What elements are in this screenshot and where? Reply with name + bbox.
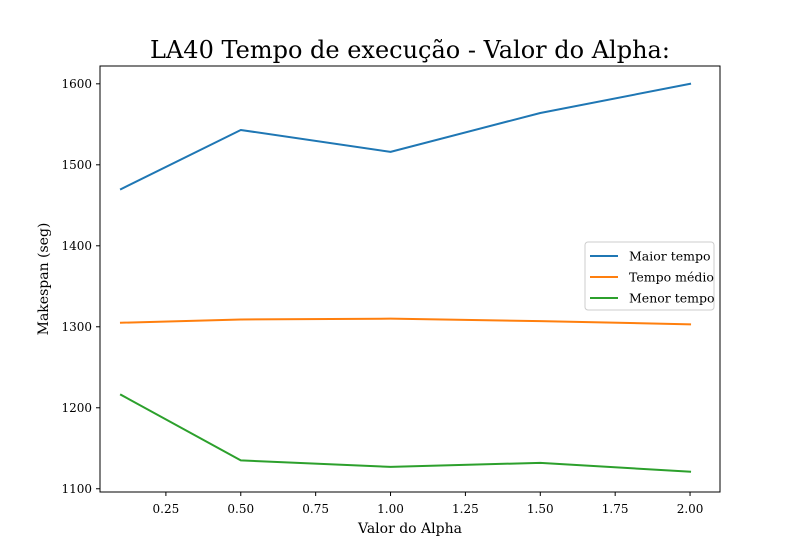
x-tick-label: 0.50 — [227, 502, 254, 516]
axes-frame — [99, 65, 721, 493]
series-line-1 — [119, 82, 692, 191]
x-tick-label: 1.25 — [452, 502, 479, 516]
x-axis-label: Valor do Alpha — [357, 521, 462, 537]
legend-label-2: Tempo médio — [629, 270, 714, 285]
x-tick-label: 0.75 — [302, 502, 329, 516]
axes-layer: 0.25 0.50 0.75 1.00 1.25 1.50 1.75 2.00 1100 1200… — [61, 65, 721, 516]
legend-label-3: Menor tempo — [629, 291, 715, 306]
x-tick-label: 1.50 — [527, 502, 554, 516]
chart-title: LA40 Tempo de execução - Valor do Alpha: — [150, 36, 670, 64]
y-tick-label: 1200 — [61, 401, 92, 415]
y-tick-label: 1500 — [61, 158, 92, 172]
series-line-2 — [119, 317, 692, 326]
y-axis-label: Makespan (seg) — [36, 223, 52, 336]
x-tick-label: 1.75 — [602, 502, 629, 516]
y-tick-label: 1100 — [61, 482, 92, 496]
legend-label-1: Maior tempo — [629, 249, 711, 264]
legend-box — [584, 241, 715, 311]
x-tick-label: 0.25 — [153, 502, 180, 516]
y-tick-label: 1600 — [61, 77, 92, 91]
legend: Maior tempo Tempo médio Menor tempo — [584, 241, 715, 311]
y-tick-label: 1300 — [61, 320, 92, 334]
x-tick-label: 2.00 — [677, 502, 704, 516]
series-layer — [119, 82, 692, 473]
x-tick-label: 1.00 — [377, 502, 404, 516]
series-line-3 — [119, 393, 692, 473]
y-tick-label: 1400 — [61, 239, 92, 253]
